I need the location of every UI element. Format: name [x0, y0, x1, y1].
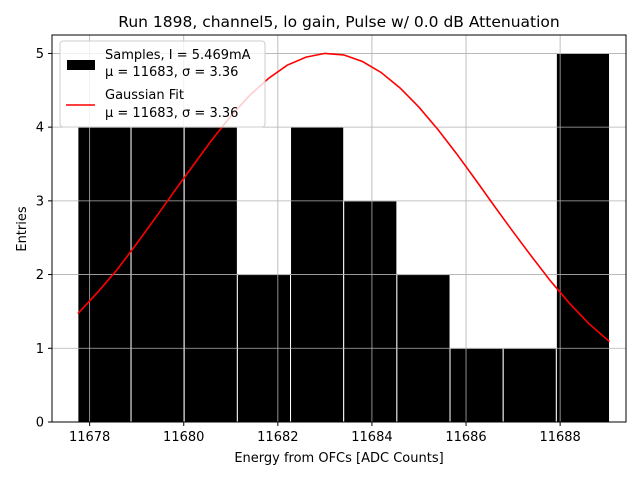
gaussian-fit-line	[77, 52, 611, 343]
x-tick-label: 11686	[445, 430, 486, 445]
y-tick-label: 3	[36, 194, 44, 209]
histogram-bar	[449, 347, 504, 423]
x-tick-label: 11684	[351, 430, 392, 445]
histogram-bar	[555, 52, 611, 423]
plot-area: 11678 11680 11682 11684 11686 11688 0 1 2 3 4 5	[36, 34, 627, 445]
x-tick-label: 11680	[163, 430, 204, 445]
legend: Samples, I = 5.469mA μ = 11683, σ = 3.36…	[59, 40, 266, 128]
legend-fit-stats: μ = 11683, σ = 3.36	[105, 106, 238, 121]
legend-frame	[59, 40, 266, 128]
legend-fit-label: Gaussian Fit	[105, 88, 184, 103]
legend-histogram-stats: μ = 11683, σ = 3.36	[105, 65, 238, 80]
y-tick-label: 0	[36, 416, 44, 431]
x-tick-label: 11678	[69, 430, 110, 445]
y-tick-label: 1	[36, 342, 44, 357]
x-tick-label: 11688	[539, 430, 580, 445]
histogram-bar	[343, 200, 398, 423]
axes-frame	[51, 34, 627, 423]
x-tick-label: 11682	[257, 430, 298, 445]
legend-histogram-swatch	[67, 60, 95, 70]
y-axis-title: Entries	[15, 206, 30, 252]
y-tick-label: 4	[36, 121, 44, 136]
chart-title: Run 1898, channel5, lo gain, Pulse w/ 0.…	[118, 13, 559, 31]
legend-histogram-label: Samples, I = 5.469mA	[105, 48, 251, 63]
histogram-bar	[502, 347, 557, 423]
x-axis-title: Energy from OFCs [ADC Counts]	[234, 451, 443, 466]
y-tick-label: 2	[36, 268, 44, 283]
y-tick-label: 5	[36, 47, 44, 62]
